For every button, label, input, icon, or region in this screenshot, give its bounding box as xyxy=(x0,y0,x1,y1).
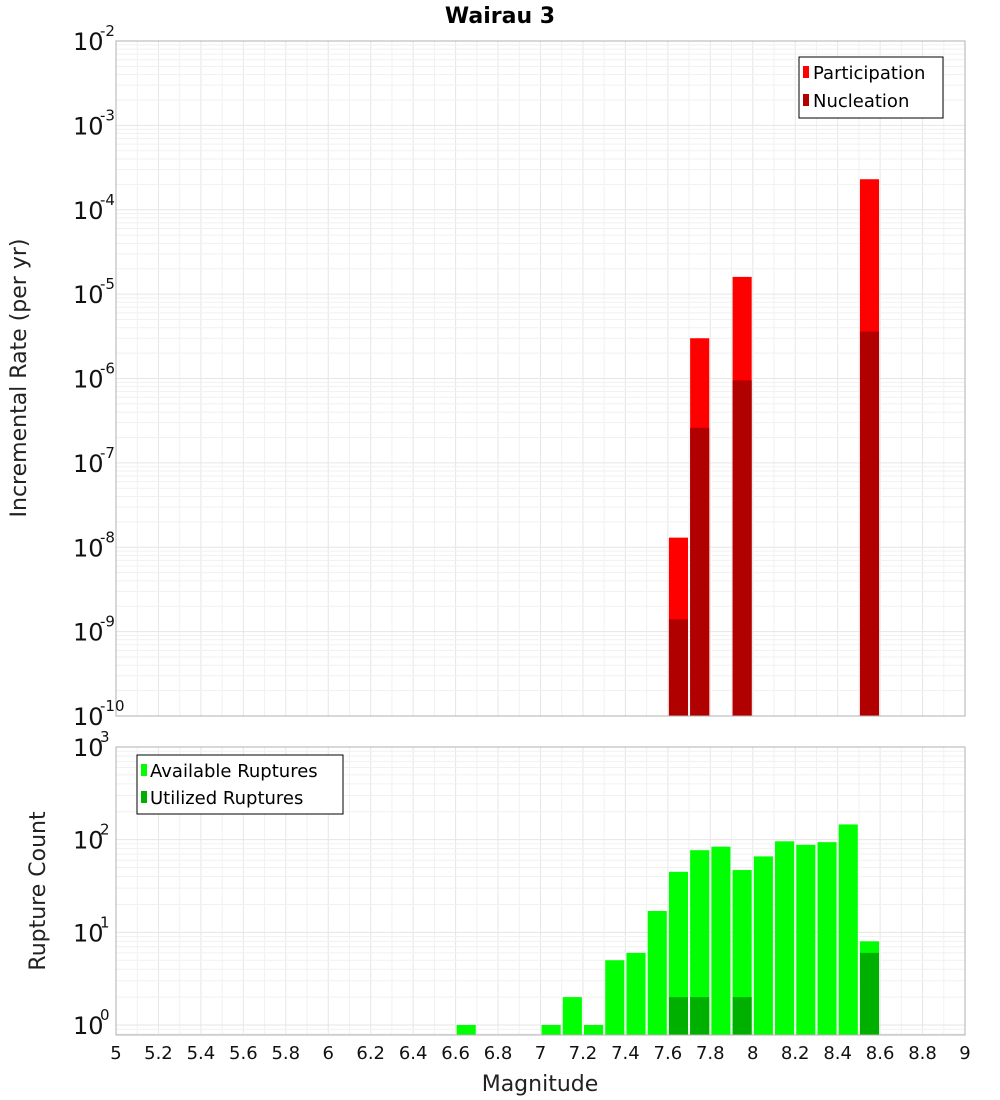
x-tick-5: 5 xyxy=(110,1043,121,1064)
count-y-tick-exp-1: 1 xyxy=(100,913,110,931)
count-bar-s0-7.65 xyxy=(668,871,689,1035)
rate-y-tick--2: 10 xyxy=(73,28,104,56)
rate-plot-frame xyxy=(115,40,966,717)
count-y-tick-1: 10 xyxy=(73,919,104,947)
count-y-tick-2: 10 xyxy=(73,827,104,855)
count-plot-frame xyxy=(115,746,966,1036)
x-tick-5.8: 5.8 xyxy=(271,1043,300,1064)
x-tick-7.6: 7.6 xyxy=(654,1043,683,1064)
count-bar-s0-7.75 xyxy=(690,850,710,1035)
count-bar-s0-7.85 xyxy=(711,846,731,1035)
rate-bar-s1-8.55 xyxy=(859,331,880,716)
count-bar-s0-8.35 xyxy=(817,842,837,1035)
rate-y-tick--9: 10 xyxy=(73,619,104,647)
legend-swatch-nucleation xyxy=(803,94,809,106)
count-bar-s1-7.95 xyxy=(732,997,752,1035)
count-bar-s0-8.05 xyxy=(753,856,773,1035)
count-bar-s0-8.45 xyxy=(838,824,858,1035)
count-bar-s0-8.25 xyxy=(796,844,816,1035)
rate-y-tick-exp--9: -9 xyxy=(100,613,115,631)
rate-y-tick-exp--10: -10 xyxy=(100,697,125,715)
count-y-tick-3: 10 xyxy=(73,734,104,762)
count-bar-s0-7.45 xyxy=(626,952,646,1035)
rate-legend: Participation Nucleation xyxy=(798,56,944,119)
rate-bar-s1-7.75 xyxy=(690,427,710,716)
count-x-ticks: 5 5.2 5.4 5.6 5.8 6 6.2 6.4 6.6 6.8 7 7.2 7.4 7.6 7.8 8… xyxy=(110,1043,970,1064)
x-tick-6.4: 6.4 xyxy=(399,1043,428,1064)
count-y-tick-0: 10 xyxy=(73,1012,104,1040)
count-bar-s0-7.95 xyxy=(732,870,752,1035)
rate-y-tick-exp--2: -2 xyxy=(100,22,115,40)
x-tick-8: 8 xyxy=(747,1043,758,1064)
x-tick-7.4: 7.4 xyxy=(611,1043,640,1064)
legend-swatch-available xyxy=(141,764,147,776)
x-tick-5.6: 5.6 xyxy=(229,1043,258,1064)
x-tick-6: 6 xyxy=(323,1043,334,1064)
x-tick-6.6: 6.6 xyxy=(441,1043,470,1064)
x-tick-7.2: 7.2 xyxy=(569,1043,598,1064)
rate-y-tick--8: 10 xyxy=(73,534,104,562)
x-tick-7.8: 7.8 xyxy=(696,1043,725,1064)
count-y-tick-exp-3: 3 xyxy=(100,728,110,746)
x-tick-8.2: 8.2 xyxy=(781,1043,810,1064)
legend-swatch-participation xyxy=(803,66,809,78)
count-bars xyxy=(456,824,880,1035)
rate-bar-s1-7.65 xyxy=(668,619,689,716)
count-bar-s0-7.25 xyxy=(584,1025,604,1035)
legend-label-nucleation: Nucleation xyxy=(813,91,909,112)
count-bar-s0-6.65 xyxy=(456,1025,476,1035)
x-tick-5.2: 5.2 xyxy=(144,1043,173,1064)
count-bar-s1-8.55 xyxy=(859,952,880,1035)
rate-y-tick-exp--8: -8 xyxy=(100,528,115,546)
count-bar-s0-7.35 xyxy=(605,960,625,1035)
rate-y-tick--7: 10 xyxy=(73,450,104,478)
rate-bar-s1-7.95 xyxy=(732,380,752,716)
count-y-tick-exp-2: 2 xyxy=(100,821,110,839)
count-y-axis-label: Rupture Count xyxy=(26,811,51,971)
x-tick-6.2: 6.2 xyxy=(356,1043,385,1064)
count-legend-box xyxy=(136,754,344,815)
rate-y-tick-exp--4: -4 xyxy=(100,191,115,209)
x-tick-7: 7 xyxy=(535,1043,546,1064)
rate-y-tick-exp--7: -7 xyxy=(100,444,115,462)
rate-grid xyxy=(116,41,965,716)
count-y-tick-exp-0: 0 xyxy=(100,1006,110,1024)
count-bar-s1-7.65 xyxy=(668,997,689,1035)
legend-label-available: Available Ruptures xyxy=(150,761,318,782)
x-tick-6.8: 6.8 xyxy=(484,1043,513,1064)
legend-label-participation: Participation xyxy=(813,63,925,84)
x-tick-8.8: 8.8 xyxy=(908,1043,937,1064)
x-axis-label: Magnitude xyxy=(482,1072,599,1097)
rate-y-tick--3: 10 xyxy=(73,112,104,140)
count-legend: Available Ruptures Utilized Ruptures xyxy=(136,754,344,815)
x-tick-8.4: 8.4 xyxy=(823,1043,852,1064)
x-tick-5.4: 5.4 xyxy=(187,1043,216,1064)
rate-y-tick--10: 10 xyxy=(73,703,104,731)
rate-legend-box xyxy=(798,56,944,119)
count-bar-s0-7.05 xyxy=(541,1025,561,1035)
count-bar-s1-7.75 xyxy=(690,997,710,1035)
count-bar-s0-7.55 xyxy=(647,910,667,1035)
x-tick-9: 9 xyxy=(959,1043,970,1064)
rate-bars xyxy=(668,179,880,716)
rate-y-tick--4: 10 xyxy=(73,197,104,225)
rate-y-tick--6: 10 xyxy=(73,366,104,394)
count-bar-s0-8.15 xyxy=(775,841,795,1035)
chart-title: Wairau 3 xyxy=(445,4,555,29)
x-tick-8.6: 8.6 xyxy=(866,1043,895,1064)
count-bar-s0-7.15 xyxy=(562,997,582,1035)
rate-y-tick-exp--3: -3 xyxy=(100,106,115,124)
rate-y-tick--5: 10 xyxy=(73,281,104,309)
rate-y-axis-label: Incremental Rate (per yr) xyxy=(7,239,32,518)
legend-swatch-utilized xyxy=(141,791,147,803)
rate-y-tick-exp--6: -6 xyxy=(100,360,115,378)
legend-label-utilized: Utilized Ruptures xyxy=(150,788,303,809)
rate-y-tick-exp--5: -5 xyxy=(100,275,115,293)
